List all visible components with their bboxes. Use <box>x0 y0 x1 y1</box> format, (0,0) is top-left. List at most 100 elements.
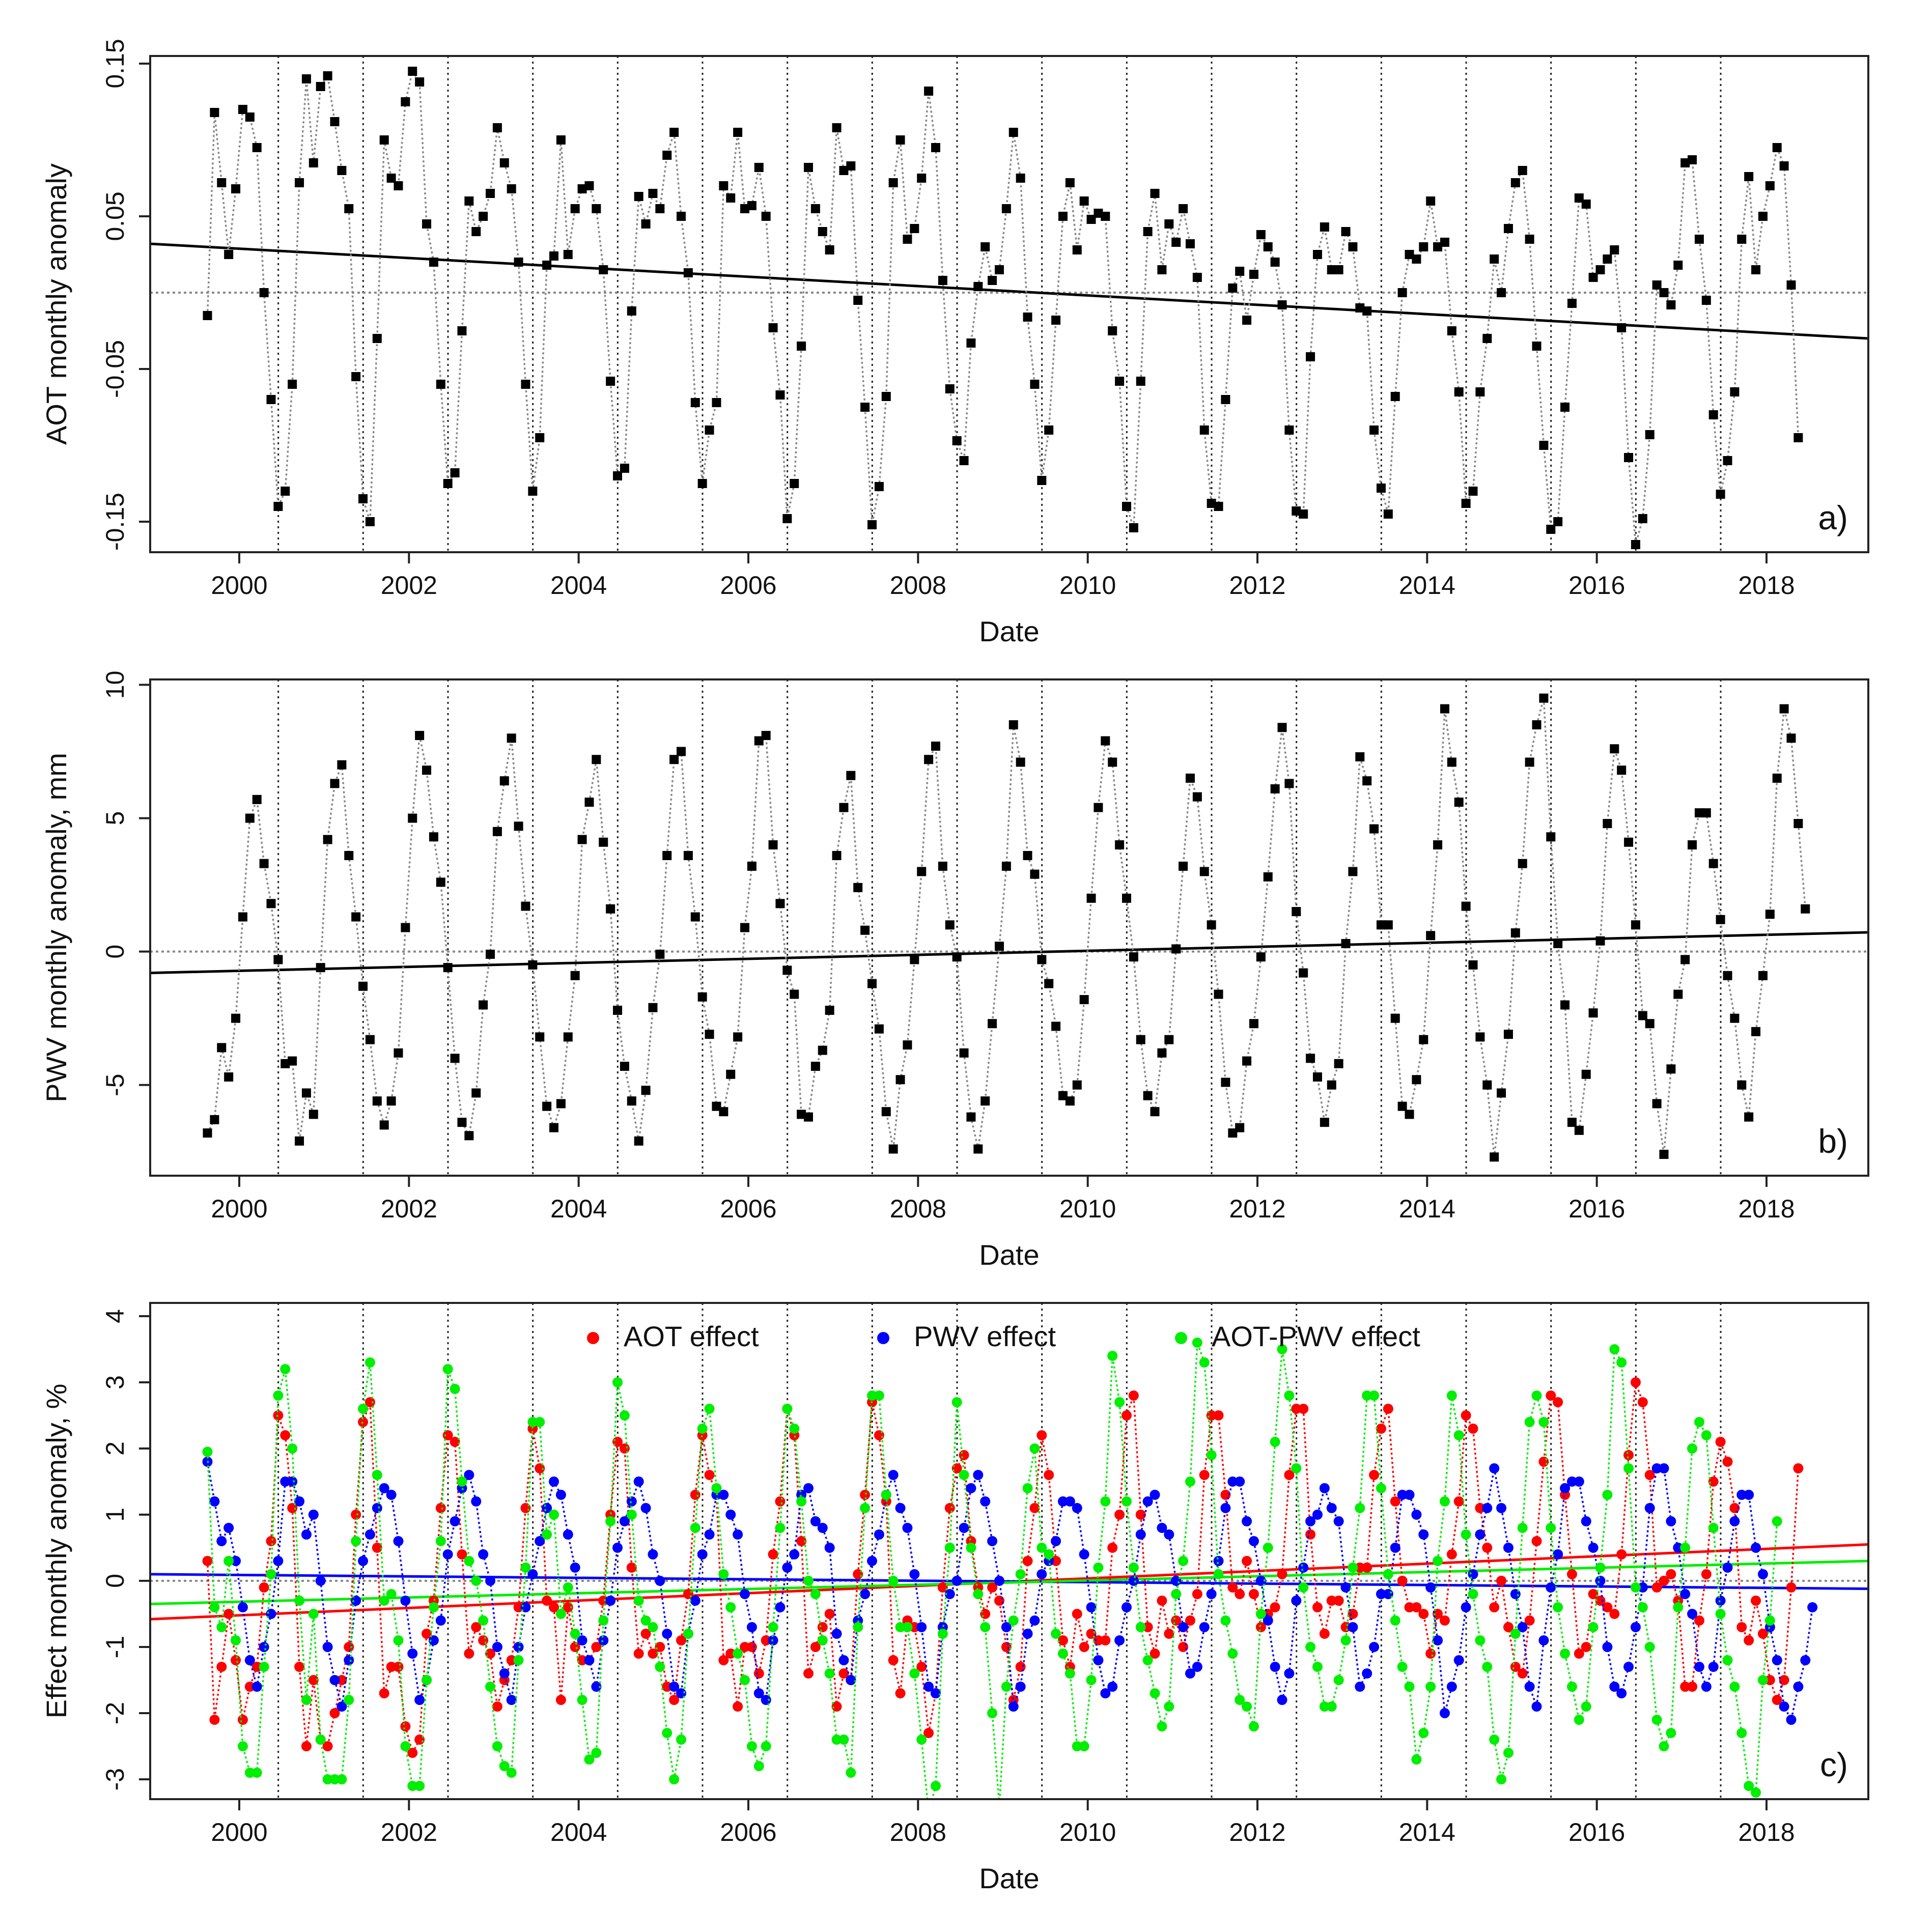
data-point <box>244 1682 255 1692</box>
x-tick-label: 2004 <box>550 1195 607 1223</box>
data-point <box>1185 1668 1195 1679</box>
data-point <box>810 1642 821 1652</box>
data-point <box>1411 1602 1422 1612</box>
data-point <box>337 760 347 770</box>
data-point <box>1525 235 1534 244</box>
data-point <box>951 1397 962 1407</box>
data-point <box>549 1602 559 1612</box>
data-point <box>386 1490 397 1500</box>
data-point <box>1108 326 1117 335</box>
data-point <box>1207 920 1216 930</box>
data-point <box>966 338 976 348</box>
data-point <box>881 392 891 401</box>
data-point <box>457 1476 467 1487</box>
data-point <box>753 1668 764 1679</box>
data-point <box>902 1622 913 1632</box>
data-point <box>1015 1662 1026 1672</box>
data-point <box>775 1496 786 1507</box>
data-point <box>1376 1483 1386 1493</box>
x-tick-label: 2018 <box>1738 1818 1795 1846</box>
data-point <box>1595 265 1605 274</box>
data-point <box>556 1099 566 1109</box>
x-tick-label: 2016 <box>1568 1818 1625 1846</box>
data-point <box>1348 1622 1358 1632</box>
panel-c: 2000 2002 2004 2006 2008 2010 2012 2014 2016 2018… <box>40 1302 1869 1894</box>
data-point <box>1503 1748 1513 1758</box>
data-point <box>1708 1662 1719 1672</box>
trend-line <box>150 931 1868 975</box>
y-tick-label: 2 <box>101 1441 129 1456</box>
data-point <box>690 912 700 922</box>
data-point <box>1729 1503 1740 1513</box>
data-point <box>1736 1490 1747 1500</box>
data-point <box>662 1682 672 1692</box>
data-point <box>1637 1602 1648 1612</box>
series-line-aot-monthly-anomaly <box>206 69 1800 545</box>
data-point <box>1390 1013 1400 1023</box>
data-point <box>1708 1523 1719 1533</box>
data-point <box>1340 1622 1351 1632</box>
data-point <box>1439 1615 1450 1626</box>
data-point <box>944 1589 955 1599</box>
data-point <box>1687 1682 1698 1692</box>
data-point <box>1566 1682 1577 1692</box>
data-point <box>1369 1390 1380 1401</box>
data-point <box>1051 1536 1061 1546</box>
data-point <box>640 1503 651 1513</box>
data-point <box>1567 299 1577 308</box>
data-point <box>1036 1543 1047 1553</box>
data-point <box>1546 1390 1556 1401</box>
data-point <box>1708 1476 1719 1487</box>
data-point <box>591 1748 602 1758</box>
data-point <box>938 861 947 871</box>
y-tick-label: 0 <box>101 1574 129 1588</box>
data-point <box>1729 1516 1740 1526</box>
data-point <box>1645 430 1655 439</box>
data-point <box>1617 323 1627 332</box>
data-point <box>1475 1529 1485 1540</box>
data-point <box>648 189 658 198</box>
data-point <box>1736 1728 1747 1738</box>
data-point <box>1001 1622 1012 1632</box>
data-point <box>810 1589 821 1599</box>
data-point <box>435 1615 446 1626</box>
data-point <box>1107 1351 1118 1361</box>
panel-tag: c) <box>1820 1746 1848 1783</box>
data-point <box>1468 1589 1478 1599</box>
data-point <box>1779 1701 1789 1712</box>
data-point <box>1249 270 1258 279</box>
data-point <box>584 1655 595 1665</box>
data-point <box>1412 254 1421 264</box>
data-point <box>1242 1516 1252 1526</box>
data-point <box>492 123 502 132</box>
data-point <box>1051 316 1061 325</box>
data-point <box>414 1695 425 1705</box>
legend-label: AOT-PWV effect <box>1212 1320 1420 1352</box>
data-point <box>337 1675 347 1685</box>
y-tick-label: 10 <box>101 671 129 699</box>
data-point <box>1348 1562 1358 1573</box>
data-point <box>1291 1596 1302 1606</box>
data-point <box>1729 1682 1740 1692</box>
data-point <box>846 161 856 171</box>
data-point <box>895 1075 905 1085</box>
data-point <box>442 1364 453 1374</box>
data-point <box>1277 723 1287 732</box>
data-point <box>733 128 743 137</box>
data-point <box>329 1774 340 1784</box>
data-point <box>1560 1000 1570 1010</box>
data-point <box>1157 1048 1167 1058</box>
data-point <box>1100 1688 1111 1698</box>
data-point <box>640 1629 651 1639</box>
data-point <box>980 1609 991 1619</box>
data-point <box>1581 1642 1591 1652</box>
data-point <box>1588 1622 1599 1632</box>
data-point <box>1532 342 1541 351</box>
data-point <box>1150 1107 1160 1117</box>
data-point <box>295 1136 304 1146</box>
data-point <box>1680 955 1690 964</box>
data-point <box>648 1003 658 1012</box>
data-point <box>393 1536 404 1546</box>
data-point <box>740 1675 750 1685</box>
data-point <box>1701 296 1711 305</box>
